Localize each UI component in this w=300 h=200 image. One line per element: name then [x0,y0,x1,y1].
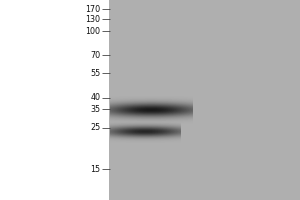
Text: 70: 70 [90,50,100,60]
Bar [110,0,300,200]
Text: 25: 25 [90,123,100,132]
Text: 40: 40 [91,94,100,102]
Text: 170: 170 [85,4,100,14]
Text: 55: 55 [90,68,100,77]
Text: 130: 130 [85,15,100,23]
Text: 35: 35 [90,104,100,114]
Text: 100: 100 [85,26,100,36]
Text: 15: 15 [90,164,100,173]
